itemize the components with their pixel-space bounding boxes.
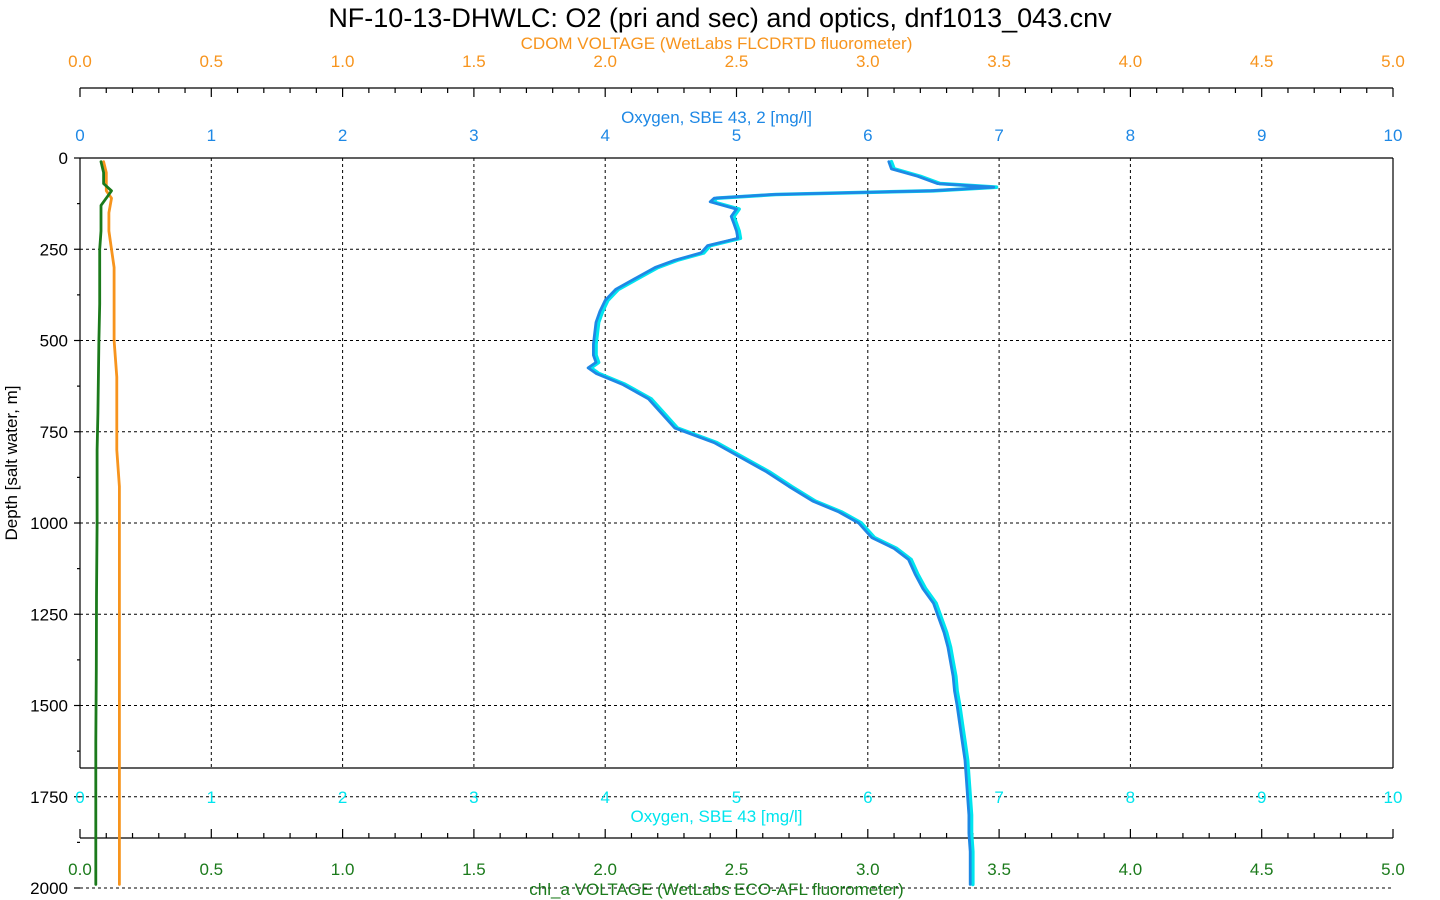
series-line-cdom [102, 160, 121, 886]
series-line-oxy2 [586, 160, 996, 886]
x-axis-tick-label-chl: 1.5 [462, 860, 486, 879]
x-axis-label-chl: chl_a VOLTAGE (WetLabs ECO-AFL fluoromet… [529, 880, 903, 899]
x-axis-tick-label-oxy1: 5 [732, 788, 741, 807]
y-axis-tick-label: 1250 [30, 605, 68, 624]
x-axis-label-cdom: CDOM VOLTAGE (WetLabs FLCDRTD fluoromete… [521, 34, 913, 53]
x-axis-tick-label-oxy2: 2 [338, 126, 347, 145]
x-axis-tick-label-oxy1: 1 [207, 788, 216, 807]
x-axis-tick-label-oxy2: 4 [600, 126, 609, 145]
x-axis-cdom: 0.0 0.5 1.0 1.5 2.0 2.5 3.0 3.5 4.0 4.5 5.0 CDOM VO… [68, 34, 1405, 97]
x-axis-tick-label-oxy2: 5 [732, 126, 741, 145]
x-axis-tick-label-cdom: 1.0 [331, 52, 355, 71]
y-axis-tick-label: 250 [40, 240, 68, 259]
x-axis-label-oxy2: Oxygen, SBE 43, 2 [mg/l] [621, 108, 812, 127]
y-axis-tick-label: 1750 [30, 788, 68, 807]
chart-title: NF-10-13-DHWLC: O2 (pri and sec) and opt… [328, 3, 1112, 33]
y-axis-label: Depth [salt water, m] [2, 386, 21, 541]
x-axis-tick-label-oxy2: 6 [863, 126, 872, 145]
x-axis-tick-label-cdom: 4.5 [1250, 52, 1274, 71]
x-axis-tick-label-chl: 0.5 [199, 860, 223, 879]
x-axis-tick-label-chl: 2.0 [593, 860, 617, 879]
x-axis-oxy1: 0 1 2 3 4 5 6 7 8 9 10 Oxygen, SBE 43 [mg/l] [75, 788, 1402, 826]
x-axis-tick-label-cdom: 0.0 [68, 52, 92, 71]
x-axis-tick-label-chl: 4.0 [1119, 860, 1143, 879]
y-axis-tick-label: 750 [40, 423, 68, 442]
x-axis-tick-label-chl: 0.0 [68, 860, 92, 879]
x-axis-tick-label-cdom: 3.5 [987, 52, 1011, 71]
y-axis-tick-label: 1500 [30, 697, 68, 716]
x-axis-tick-label-chl: 2.5 [725, 860, 749, 879]
x-axis-tick-label-oxy2: 10 [1384, 126, 1403, 145]
y-axis-tick-label: 2000 [30, 879, 68, 898]
y-axis-tick-label: 1000 [30, 514, 68, 533]
x-axis-tick-label-cdom: 5.0 [1381, 52, 1405, 71]
x-axis-tick-label-oxy1: 4 [600, 788, 609, 807]
x-axis-tick-label-cdom: 2.0 [593, 52, 617, 71]
x-axis-tick-label-oxy1: 0 [75, 788, 84, 807]
x-axis-tick-label-cdom: 4.0 [1119, 52, 1143, 71]
x-axis-tick-label-cdom: 3.0 [856, 52, 880, 71]
x-axis-tick-label-oxy1: 9 [1257, 788, 1266, 807]
x-axis-label-oxy1: Oxygen, SBE 43 [mg/l] [631, 807, 803, 826]
x-axis-tick-label-cdom: 2.5 [725, 52, 749, 71]
plot-frame [79, 157, 1394, 769]
y-axis-tick-label: 500 [40, 332, 68, 351]
series-line-chl [94, 160, 113, 886]
x-axis-tick-label-chl: 3.0 [856, 860, 880, 879]
x-axis-tick-label-oxy2: 9 [1257, 126, 1266, 145]
x-axis-tick-label-oxy1: 6 [863, 788, 872, 807]
x-axis-tick-label-cdom: 1.5 [462, 52, 486, 71]
x-axis-tick-label-chl: 4.5 [1250, 860, 1274, 879]
series-line-oxy1 [588, 159, 999, 887]
x-axis-tick-label-cdom: 0.5 [199, 52, 223, 71]
x-axis-tick-label-oxy2: 8 [1126, 126, 1135, 145]
x-axis-tick-label-oxy1: 7 [994, 788, 1003, 807]
x-axis-tick-label-oxy2: 3 [469, 126, 478, 145]
x-axis-tick-label-chl: 1.0 [331, 860, 355, 879]
y-axis-tick-label: 0 [59, 149, 68, 168]
x-axis-tick-label-chl: 5.0 [1381, 860, 1405, 879]
x-axis-tick-label-oxy1: 2 [338, 788, 347, 807]
grid-lines [80, 158, 1393, 889]
x-axis-tick-label-chl: 3.5 [987, 860, 1011, 879]
data-series [94, 159, 999, 887]
x-axis-tick-label-oxy2: 0 [75, 126, 84, 145]
x-axis-tick-label-oxy1: 8 [1126, 788, 1135, 807]
x-axis-tick-label-oxy2: 1 [207, 126, 216, 145]
x-axis-tick-label-oxy1: 3 [469, 788, 478, 807]
x-axis-tick-label-oxy1: 10 [1384, 788, 1403, 807]
x-axis-oxy2: 0 1 2 3 4 5 6 7 8 9 10 Oxygen, SBE 43, 2 [mg/l] [75, 108, 1402, 145]
x-axis-tick-label-oxy2: 7 [994, 126, 1003, 145]
x-axis-chl: 0.0 0.5 1.0 1.5 2.0 2.5 3.0 3.5 4.0 4.5 5.0 chl_a V… [68, 829, 1405, 899]
